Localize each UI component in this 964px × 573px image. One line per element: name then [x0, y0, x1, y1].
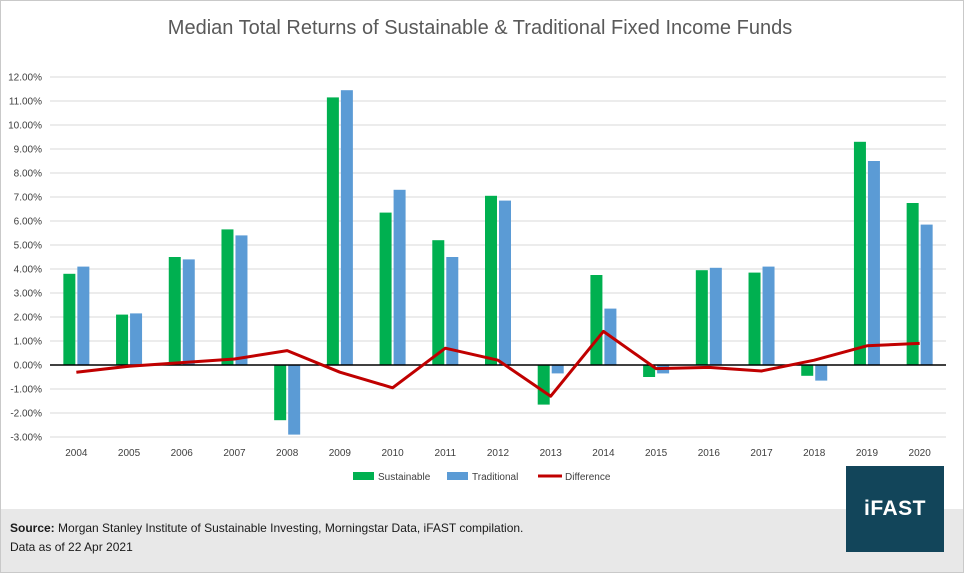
x-tick-label: 2006	[171, 448, 194, 459]
bar-sustainable-2009	[326, 97, 339, 366]
y-tick-label: 12.00%	[8, 73, 42, 84]
x-tick-label: 2019	[856, 448, 879, 459]
legend-swatch	[353, 472, 374, 480]
bar-sustainable-2005	[116, 314, 129, 365]
bar-sustainable-2020	[906, 203, 919, 365]
x-tick-label: 2007	[223, 448, 246, 459]
x-tick-label: 2015	[645, 448, 668, 459]
source-label: Source:	[10, 521, 55, 535]
legend-label: Traditional	[472, 472, 518, 483]
bar-traditional-2013	[551, 365, 564, 374]
ifast-logo: iFAST	[846, 466, 944, 552]
bars	[63, 90, 933, 435]
bar-traditional-2012	[499, 200, 511, 365]
x-tick-label: 2017	[750, 448, 773, 459]
y-tick-label: -2.00%	[10, 409, 42, 420]
x-tick-label: 2018	[803, 448, 826, 459]
bar-sustainable-2008	[274, 365, 287, 421]
bar-traditional-2004	[77, 266, 90, 365]
y-tick-label: 5.00%	[14, 241, 42, 252]
x-tick-label: 2020	[909, 448, 932, 459]
bar-sustainable-2012	[485, 195, 497, 365]
y-tick-label: 11.00%	[9, 97, 42, 108]
x-tick-label: 2014	[592, 448, 615, 459]
bar-sustainable-2014	[590, 275, 603, 365]
y-tick-label: 4.00%	[14, 265, 42, 276]
y-tick-label: 6.00%	[14, 217, 42, 228]
footer: Source: Morgan Stanley Institute of Sust…	[1, 509, 963, 572]
source-note: Source: Morgan Stanley Institute of Sust…	[10, 521, 523, 535]
grid-lines	[50, 76, 946, 438]
bar-sustainable-2013	[537, 365, 550, 405]
bar-sustainable-2007	[221, 229, 234, 365]
x-tick-label: 2013	[540, 448, 563, 459]
logo-text: iFAST	[863, 497, 926, 520]
y-tick-label: 9.00%	[14, 145, 42, 156]
legend: Sustainable Traditional Difference	[353, 472, 611, 483]
bar-traditional-2011	[446, 257, 459, 365]
bar-sustainable-2006	[168, 257, 181, 365]
legend-swatch	[447, 472, 468, 480]
x-axis-ticks: 2004 2005 2006 2007 2008 2009 2010 2011 2012 2013…	[65, 448, 931, 459]
y-tick-label: 1.00%	[14, 337, 42, 348]
y-tick-label: -3.00%	[10, 433, 42, 444]
bar-traditional-2008	[288, 365, 301, 435]
y-tick-label: 7.00%	[14, 193, 42, 204]
bar-sustainable-2010	[379, 212, 392, 365]
y-tick-label: 2.00%	[14, 313, 42, 324]
bar-sustainable-2016	[695, 270, 708, 365]
y-tick-label: 10.00%	[8, 121, 42, 132]
bar-traditional-2019	[867, 161, 880, 365]
bar-traditional-2010	[393, 189, 406, 365]
x-tick-label: 2011	[435, 448, 457, 459]
x-tick-label: 2008	[276, 448, 299, 459]
line-difference	[76, 329, 920, 398]
legend-label: Difference	[565, 472, 611, 483]
difference-line	[76, 329, 920, 398]
bar-traditional-2006	[182, 259, 195, 365]
y-tick-label: -1.00%	[10, 385, 42, 396]
bar-traditional-2007	[235, 235, 248, 365]
bar-traditional-2016	[709, 267, 722, 365]
bar-traditional-2018	[815, 365, 828, 381]
x-tick-label: 2005	[118, 448, 141, 459]
bar-sustainable-2015	[643, 365, 656, 377]
y-tick-label: 0.00%	[14, 361, 42, 372]
x-tick-label: 2010	[381, 448, 404, 459]
x-tick-label: 2009	[329, 448, 352, 459]
bar-traditional-2009	[340, 90, 353, 365]
bar-traditional-2017	[762, 266, 775, 365]
y-axis-ticks: -3.00% -2.00% -1.00% 0.00% 1.00% 2.00% 3.00% 4.…	[8, 73, 42, 444]
y-tick-label: 8.00%	[14, 169, 42, 180]
bar-traditional-2005	[130, 313, 143, 365]
bar-sustainable-2004	[63, 273, 76, 365]
bar-sustainable-2019	[853, 141, 866, 365]
source-text: Morgan Stanley Institute of Sustainable …	[54, 521, 524, 535]
chart-svg: Median Total Returns of Sustainable & Tr…	[8, 17, 946, 483]
bar-sustainable-2011	[432, 240, 445, 365]
x-tick-label: 2016	[698, 448, 721, 459]
legend-label: Sustainable	[378, 472, 431, 483]
chart-title: Median Total Returns of Sustainable & Tr…	[168, 17, 792, 39]
bar-sustainable-2017	[748, 272, 761, 365]
bar-sustainable-2018	[801, 365, 814, 376]
data-date-note: Data as of 22 Apr 2021	[10, 540, 133, 554]
x-tick-label: 2004	[65, 448, 88, 459]
x-tick-label: 2012	[487, 448, 510, 459]
y-tick-label: 3.00%	[14, 289, 42, 300]
bar-traditional-2020	[920, 224, 933, 365]
